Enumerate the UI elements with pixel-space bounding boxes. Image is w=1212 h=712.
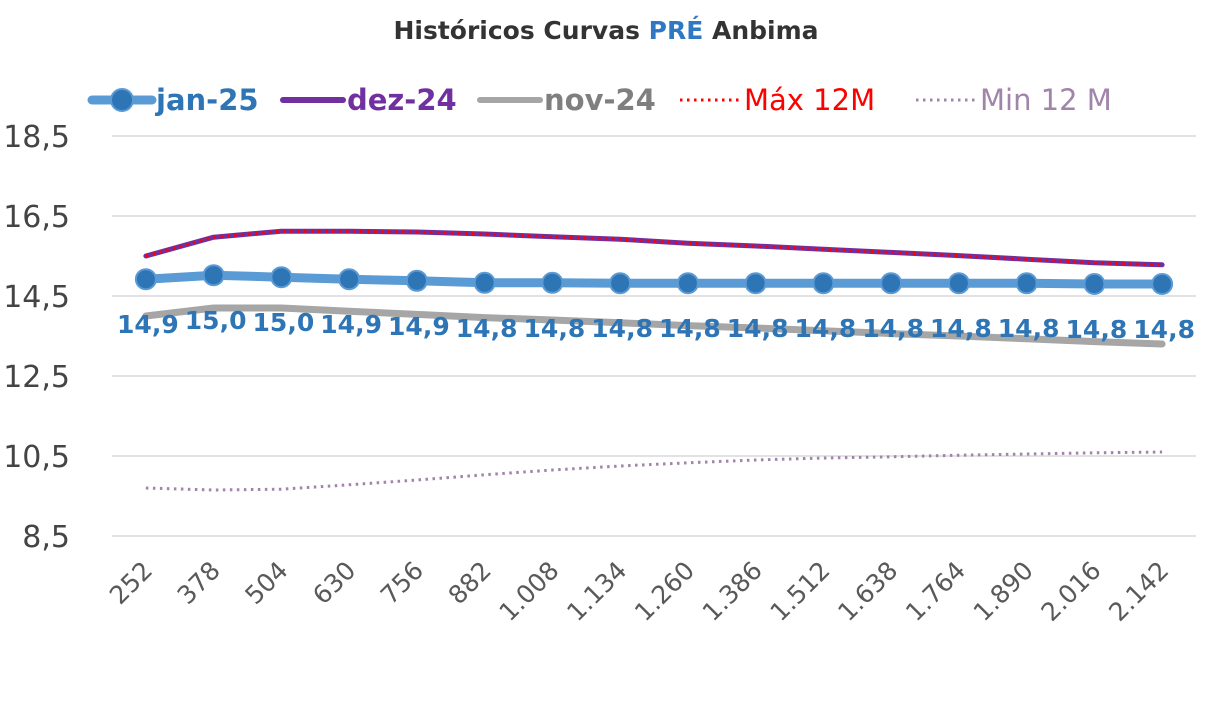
legend-item-nov-24: nov-24 (477, 83, 656, 117)
series-dez-24 (143, 228, 1165, 268)
data-point (1151, 273, 1174, 295)
x-tick-label: 378 (172, 556, 226, 610)
data-point (338, 268, 361, 291)
data-point (134, 268, 157, 291)
data-point (405, 269, 428, 292)
x-tick-label: 756 (375, 556, 429, 610)
legend-label: Máx 12M (744, 83, 875, 117)
x-tick-label: 1.512 (764, 556, 835, 627)
series-line-jan-25 (141, 270, 1167, 289)
data-label: 14,8 (998, 314, 1060, 343)
data-label: 15,0 (253, 308, 315, 337)
legend-label: dez-24 (347, 83, 457, 117)
x-tick-label: 2.016 (1035, 556, 1106, 627)
data-labels: 14,9 15,0 15,0 14,9 14,9 14,8 14,8 14,8 14,8 14,8… (117, 306, 1195, 344)
series-line-nov-24 (142, 304, 1166, 348)
y-tick-label: 8,5 (22, 520, 70, 555)
data-label: 14,8 (862, 314, 924, 343)
legend-item-min-12-m: Min 12 M (916, 83, 1112, 117)
data-label: 14,8 (1066, 315, 1128, 344)
y-axis: 8,5 10,5 12,5 14,5 16,5 18,5 (3, 120, 70, 555)
data-label: 14,8 (795, 314, 857, 343)
x-tick-label: 2.142 (1103, 556, 1174, 627)
series-min-12-m (145, 450, 1163, 492)
gridlines (112, 135, 1196, 537)
x-tick-label: 1.134 (561, 556, 632, 627)
chart-title-highlight: PRÉ (648, 16, 704, 45)
data-point (473, 271, 496, 294)
data-point (1083, 273, 1106, 295)
data-point (541, 271, 564, 294)
series-nov-24 (142, 304, 1166, 348)
series-layer (134, 228, 1174, 492)
data-label: 14,9 (388, 312, 450, 341)
series-line-max-12m (145, 229, 1163, 267)
data-point (812, 272, 835, 295)
data-label: 14,9 (320, 310, 382, 339)
x-tick-label: 1.764 (900, 556, 971, 627)
data-label: 14,9 (117, 310, 179, 339)
data-point (609, 272, 632, 295)
data-point (744, 272, 767, 295)
legend-label: Min 12 M (980, 83, 1112, 117)
legend-marker (110, 88, 134, 112)
series-line-min-12-m (145, 450, 1163, 492)
series-max-12m (145, 229, 1163, 267)
data-label: 14,8 (591, 314, 653, 343)
data-label: 14,8 (456, 314, 518, 343)
data-label: 15,0 (185, 306, 247, 335)
data-point (1015, 272, 1038, 295)
y-tick-label: 14,5 (3, 280, 70, 315)
legend-item-max-12m: Máx 12M (680, 83, 875, 117)
data-label: 14,8 (930, 314, 992, 343)
x-tick-label: 1.638 (832, 556, 903, 627)
x-tick-label: 1.260 (629, 556, 700, 627)
y-tick-label: 12,5 (3, 360, 70, 395)
legend-label: nov-24 (544, 83, 656, 117)
data-point (270, 266, 293, 289)
data-label: 14,8 (727, 314, 789, 343)
y-tick-label: 16,5 (3, 200, 70, 235)
series-line-dez-24 (143, 228, 1165, 268)
x-tick-label: 504 (239, 556, 293, 610)
legend-label: jan-25 (155, 83, 259, 117)
y-tick-label: 10,5 (3, 440, 70, 475)
data-label: 14,8 (524, 314, 586, 343)
data-point (947, 272, 970, 295)
x-tick-label: 630 (307, 556, 361, 610)
chart-title-prefix: Históricos Curvas (393, 16, 649, 45)
legend: jan-25 dez-24 nov-24 Máx 12M Min 12 M (87, 83, 1112, 117)
x-tick-label: 1.386 (697, 556, 768, 627)
chart-title-suffix: Anbima (703, 16, 819, 45)
data-label: 14,8 (1133, 315, 1195, 344)
series-jan-25 (134, 264, 1174, 295)
legend-item-dez-24: dez-24 (280, 83, 457, 117)
chart-title: Históricos Curvas PRÉ Anbima (0, 16, 1212, 45)
data-label: 14,8 (659, 314, 721, 343)
data-point (880, 272, 903, 295)
data-point (676, 272, 699, 295)
data-point (202, 264, 225, 287)
legend-item-jan-25: jan-25 (87, 83, 259, 117)
y-tick-label: 18,5 (3, 120, 70, 155)
x-tick-label: 882 (443, 556, 497, 610)
x-axis: 252 378 504 630 756 8821.0081.1341.2601.3861.… (104, 556, 1174, 627)
x-tick-label: 252 (104, 556, 158, 610)
x-tick-label: 1.890 (968, 556, 1039, 627)
x-tick-label: 1.008 (493, 556, 564, 627)
